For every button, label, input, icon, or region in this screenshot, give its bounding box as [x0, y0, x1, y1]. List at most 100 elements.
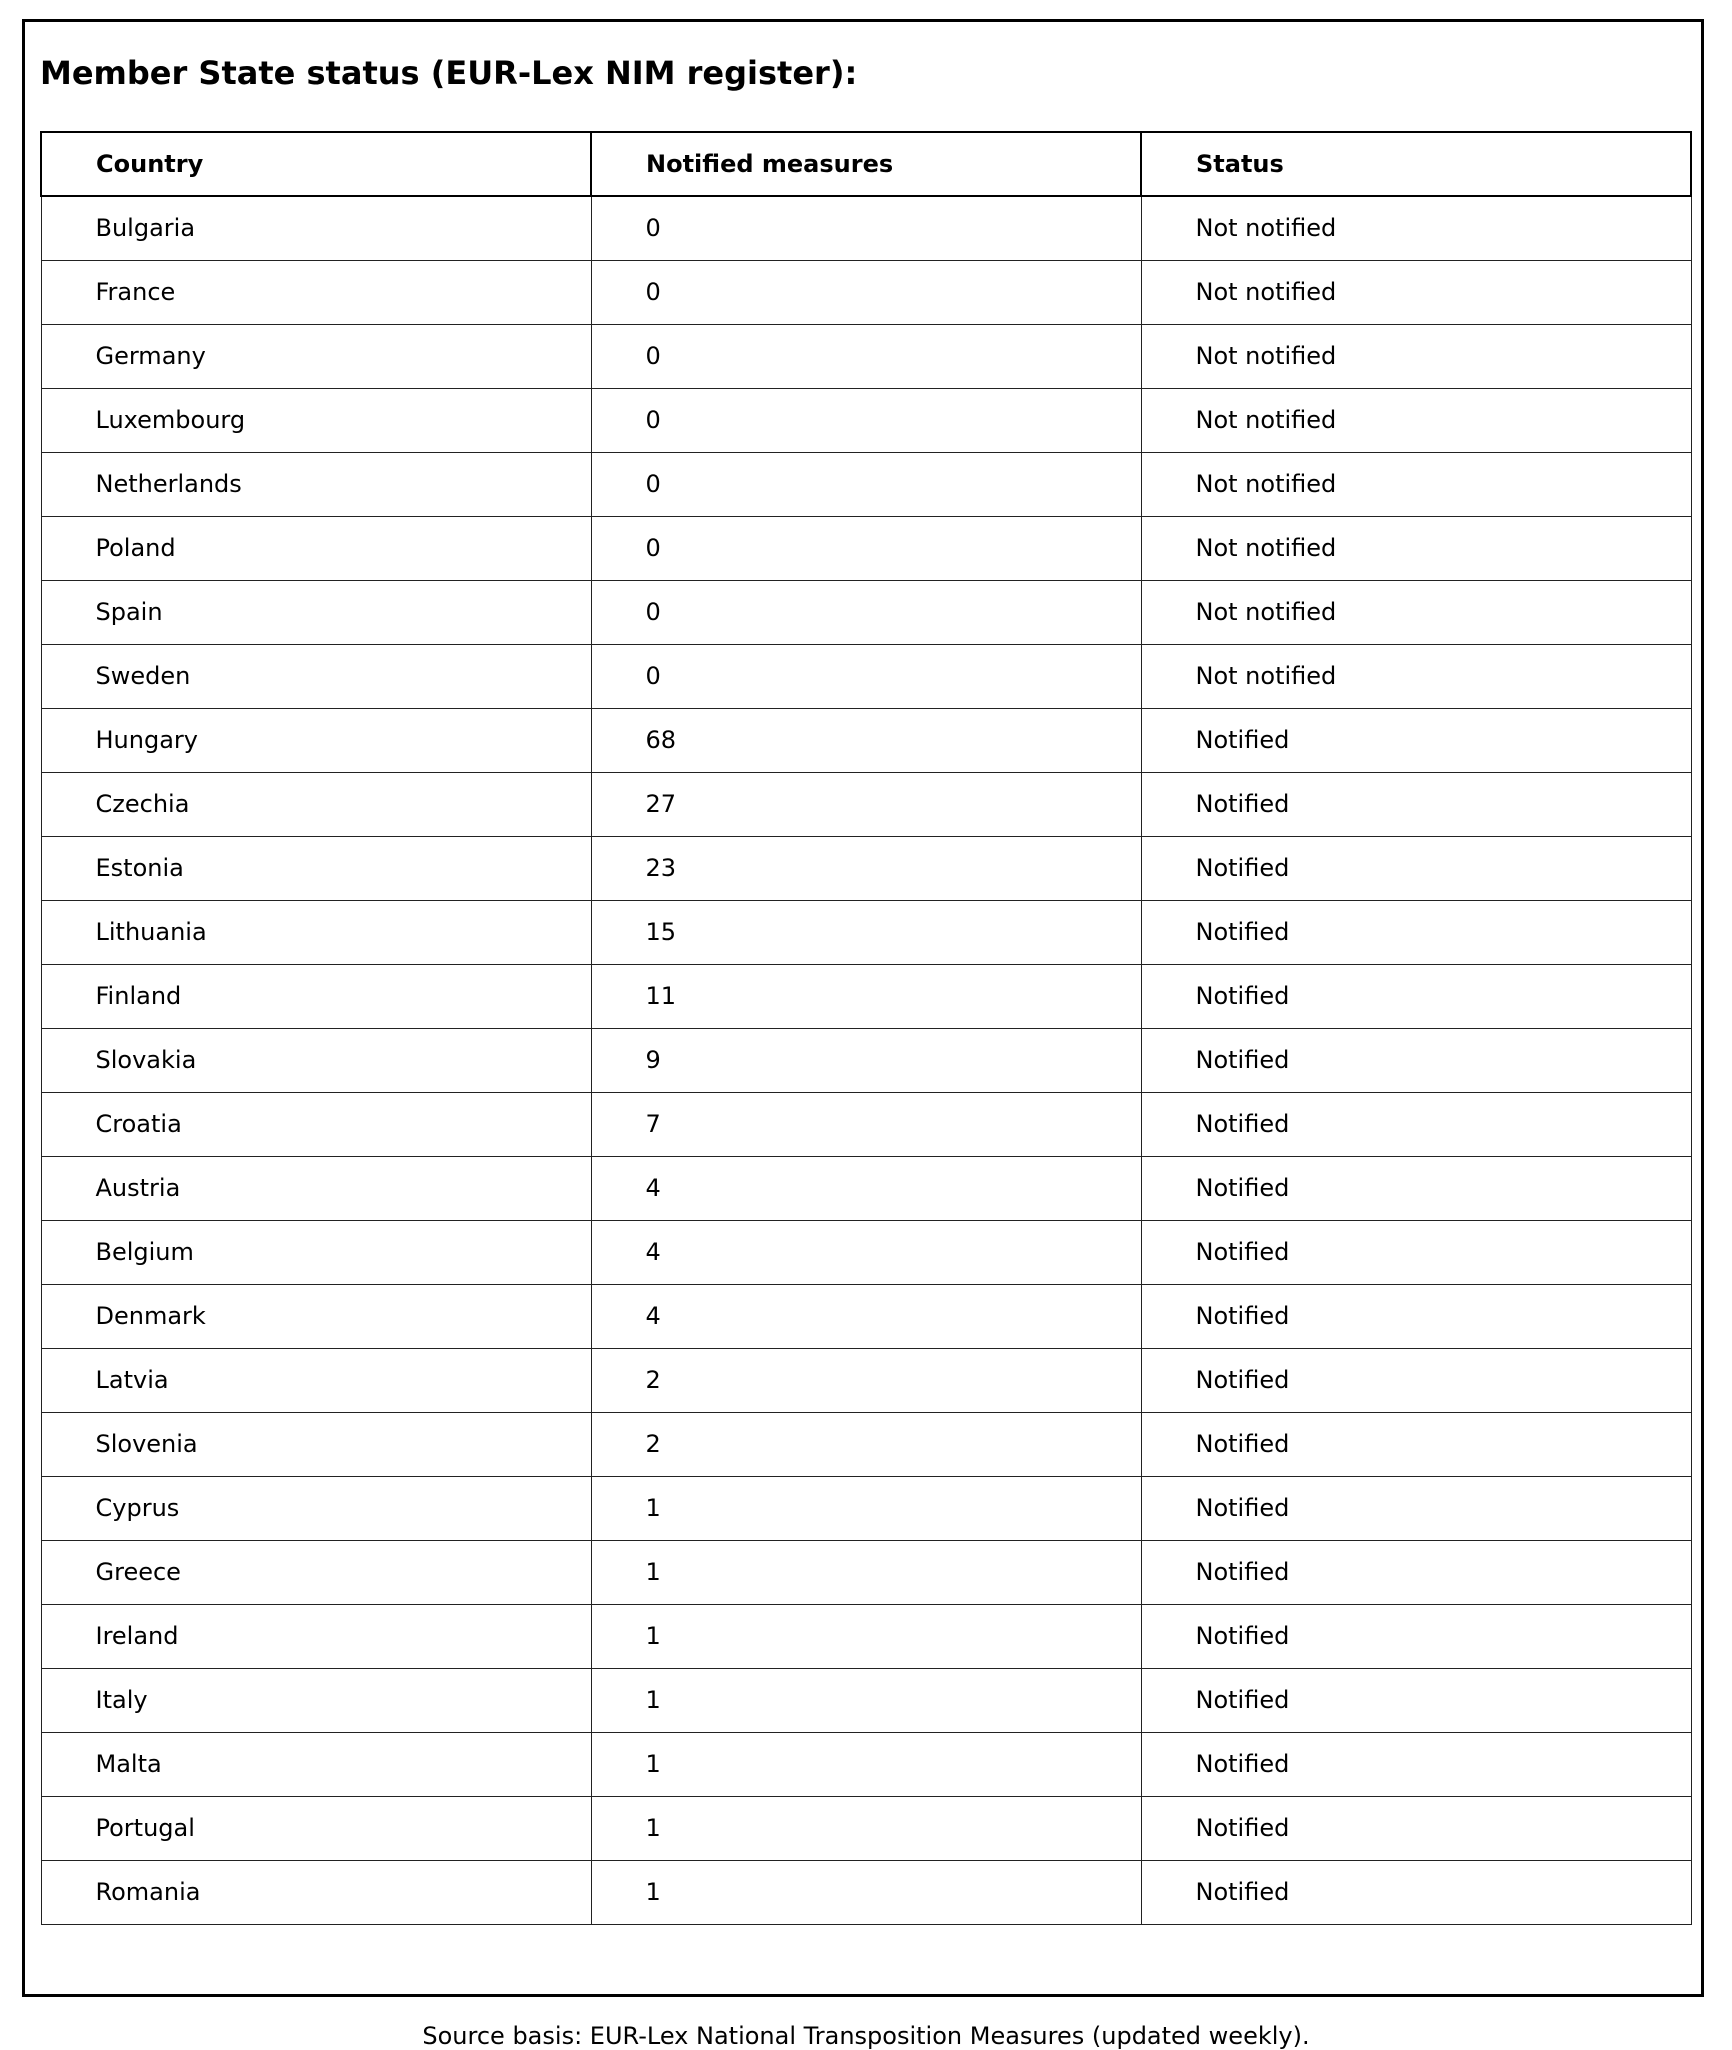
- cell-notified-measures: 1: [590, 1603, 1142, 1669]
- cell-notified-measures: 1: [590, 1475, 1142, 1541]
- table-row: Germany 0 Not notified: [40, 323, 1692, 389]
- cell-status: Not notified: [1140, 387, 1692, 453]
- table-row: Slovakia 9 Notified: [40, 1027, 1692, 1093]
- cell-status: Not notified: [1140, 451, 1692, 517]
- table-row: Netherlands 0 Not notified: [40, 451, 1692, 517]
- cell-country: Finland: [40, 963, 592, 1029]
- cell-status: Notified: [1140, 1091, 1692, 1157]
- member-state-table: Country Notified measures Status Bulgari…: [40, 131, 1692, 1925]
- cell-notified-measures: 9: [590, 1027, 1142, 1093]
- cell-status: Notified: [1140, 1539, 1692, 1605]
- table-row: Austria 4 Notified: [40, 1155, 1692, 1221]
- table-row: Bulgaria 0 Not notified: [40, 195, 1692, 261]
- cell-country: Hungary: [40, 707, 592, 773]
- cell-status: Notified: [1140, 963, 1692, 1029]
- cell-country: Germany: [40, 323, 592, 389]
- cell-notified-measures: 1: [590, 1539, 1142, 1605]
- cell-notified-measures: 0: [590, 259, 1142, 325]
- cell-status: Not notified: [1140, 323, 1692, 389]
- table-row: Latvia 2 Notified: [40, 1347, 1692, 1413]
- cell-status: Not notified: [1140, 259, 1692, 325]
- cell-country: Latvia: [40, 1347, 592, 1413]
- cell-country: France: [40, 259, 592, 325]
- cell-notified-measures: 0: [590, 195, 1142, 261]
- table-row: France 0 Not notified: [40, 259, 1692, 325]
- cell-status: Notified: [1140, 707, 1692, 773]
- cell-notified-measures: 15: [590, 899, 1142, 965]
- cell-notified-measures: 4: [590, 1155, 1142, 1221]
- cell-notified-measures: 27: [590, 771, 1142, 837]
- document-frame: [22, 19, 1704, 1997]
- cell-country: Lithuania: [40, 899, 592, 965]
- table-row: Portugal 1 Notified: [40, 1795, 1692, 1861]
- cell-status: Notified: [1140, 1155, 1692, 1221]
- table-row: Sweden 0 Not notified: [40, 643, 1692, 709]
- table-row: Finland 11 Notified: [40, 963, 1692, 1029]
- cell-status: Not notified: [1140, 643, 1692, 709]
- cell-status: Notified: [1140, 1219, 1692, 1285]
- table-row: Hungary 68 Notified: [40, 707, 1692, 773]
- cell-status: Notified: [1140, 1603, 1692, 1669]
- table-row: Poland 0 Not notified: [40, 515, 1692, 581]
- cell-status: Notified: [1140, 1347, 1692, 1413]
- table-row: Czechia 27 Notified: [40, 771, 1692, 837]
- cell-country: Malta: [40, 1731, 592, 1797]
- cell-status: Notified: [1140, 1027, 1692, 1093]
- cell-country: Italy: [40, 1667, 592, 1733]
- header-status: Status: [1140, 131, 1692, 197]
- cell-status: Not notified: [1140, 579, 1692, 645]
- cell-country: Romania: [40, 1859, 592, 1925]
- header-country: Country: [40, 131, 592, 197]
- cell-country: Netherlands: [40, 451, 592, 517]
- header-notified-measures: Notified measures: [590, 131, 1142, 197]
- cell-notified-measures: 23: [590, 835, 1142, 901]
- table-row: Slovenia 2 Notified: [40, 1411, 1692, 1477]
- cell-notified-measures: 1: [590, 1731, 1142, 1797]
- table-row: Greece 1 Notified: [40, 1539, 1692, 1605]
- cell-country: Estonia: [40, 835, 592, 901]
- cell-country: Cyprus: [40, 1475, 592, 1541]
- cell-country: Portugal: [40, 1795, 592, 1861]
- source-note: Source basis: EUR-Lex National Transposi…: [422, 2022, 1310, 2050]
- cell-notified-measures: 4: [590, 1283, 1142, 1349]
- cell-notified-measures: 0: [590, 515, 1142, 581]
- page-title: Member State status (EUR-Lex NIM registe…: [40, 54, 858, 92]
- cell-notified-measures: 7: [590, 1091, 1142, 1157]
- cell-notified-measures: 68: [590, 707, 1142, 773]
- cell-country: Ireland: [40, 1603, 592, 1669]
- cell-country: Czechia: [40, 771, 592, 837]
- table-row: Malta 1 Notified: [40, 1731, 1692, 1797]
- cell-country: Austria: [40, 1155, 592, 1221]
- cell-country: Slovakia: [40, 1027, 592, 1093]
- cell-country: Slovenia: [40, 1411, 592, 1477]
- cell-notified-measures: 0: [590, 387, 1142, 453]
- table-row: Lithuania 15 Notified: [40, 899, 1692, 965]
- cell-status: Notified: [1140, 1475, 1692, 1541]
- cell-status: Notified: [1140, 771, 1692, 837]
- cell-notified-measures: 1: [590, 1667, 1142, 1733]
- table-row: Denmark 4 Notified: [40, 1283, 1692, 1349]
- cell-status: Notified: [1140, 835, 1692, 901]
- cell-notified-measures: 1: [590, 1795, 1142, 1861]
- cell-status: Not notified: [1140, 195, 1692, 261]
- table-row: Belgium 4 Notified: [40, 1219, 1692, 1285]
- cell-country: Croatia: [40, 1091, 592, 1157]
- cell-country: Greece: [40, 1539, 592, 1605]
- table-row: Spain 0 Not notified: [40, 579, 1692, 645]
- cell-notified-measures: 0: [590, 643, 1142, 709]
- cell-notified-measures: 2: [590, 1347, 1142, 1413]
- cell-status: Notified: [1140, 1859, 1692, 1925]
- cell-status: Notified: [1140, 1795, 1692, 1861]
- table-row: Estonia 23 Notified: [40, 835, 1692, 901]
- cell-notified-measures: 0: [590, 323, 1142, 389]
- cell-country: Bulgaria: [40, 195, 592, 261]
- cell-country: Luxembourg: [40, 387, 592, 453]
- cell-notified-measures: 0: [590, 579, 1142, 645]
- table-row: Italy 1 Notified: [40, 1667, 1692, 1733]
- cell-country: Spain: [40, 579, 592, 645]
- cell-status: Not notified: [1140, 515, 1692, 581]
- cell-status: Notified: [1140, 1283, 1692, 1349]
- cell-status: Notified: [1140, 1667, 1692, 1733]
- cell-status: Notified: [1140, 1411, 1692, 1477]
- table-header-row: Country Notified measures Status: [40, 131, 1692, 197]
